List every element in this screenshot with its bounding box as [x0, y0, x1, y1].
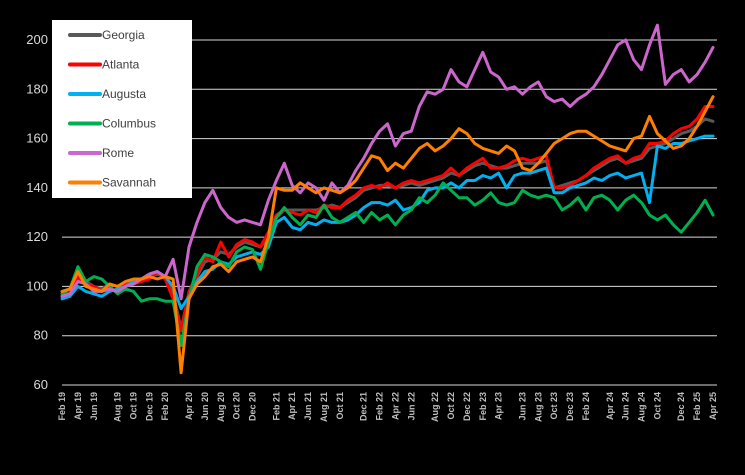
series-line-augusta — [60, 134, 715, 311]
y-tick-label: 80 — [34, 328, 48, 343]
y-tick-label: 60 — [34, 377, 48, 392]
y-tick-label: 200 — [26, 32, 48, 47]
x-tick-label: Aug 22 — [430, 392, 440, 422]
x-tick-label: Feb 19 — [57, 392, 67, 421]
x-tick-label: Aug 21 — [319, 392, 329, 422]
x-tick-label: Oct 20 — [232, 392, 242, 420]
x-tick-label: Dec 21 — [359, 392, 369, 421]
y-tick-label: 160 — [26, 131, 48, 146]
x-tick-label: Oct 19 — [128, 392, 138, 420]
x-tick-label: Aug 23 — [533, 392, 543, 422]
x-tick-label: Feb 22 — [375, 392, 385, 421]
y-axis-ticks: 60 80 100 120 140 160 180 200 — [26, 32, 48, 392]
series-lines — [60, 23, 715, 375]
x-tick-label: Dec 24 — [676, 392, 686, 421]
x-tick-label: Dec 23 — [565, 392, 575, 421]
x-tick-label: Jun 19 — [89, 392, 99, 421]
x-tick-label: Jun 21 — [303, 392, 313, 421]
y-tick-label: 140 — [26, 180, 48, 195]
x-tick-label: Feb 25 — [692, 392, 702, 421]
x-axis-ticks: Feb 19 Apr 19 Jun 19 Aug 19 Oct 19 Dec 19 Feb … — [57, 392, 718, 422]
x-tick-label: Feb 24 — [581, 392, 591, 421]
x-tick-label: Jun 23 — [517, 392, 527, 421]
x-tick-label: Apr 24 — [605, 392, 615, 420]
legend: Georgia Atlanta Augusta Columbus Rome Savanna… — [52, 20, 192, 198]
legend-label-columbus: Columbus — [102, 117, 156, 131]
x-tick-label: Dec 20 — [248, 392, 258, 421]
series-line-georgia — [60, 117, 715, 330]
x-tick-label: Feb 21 — [271, 392, 281, 421]
x-tick-label: Dec 19 — [144, 392, 154, 421]
legend-label-atlanta: Atlanta — [102, 58, 140, 72]
x-tick-label: Oct 21 — [335, 392, 345, 420]
legend-label-savannah: Savannah — [102, 176, 156, 190]
x-tick-label: Oct 24 — [652, 392, 662, 420]
series-line-savannah — [60, 95, 715, 375]
x-tick-label: Aug 19 — [113, 392, 123, 422]
series-line-rome — [60, 23, 715, 301]
legend-label-georgia: Georgia — [102, 28, 145, 42]
x-tick-label: Apr 19 — [73, 392, 83, 420]
x-tick-label: Dec 22 — [462, 392, 472, 421]
x-tick-label: Apr 25 — [708, 392, 718, 420]
legend-label-augusta: Augusta — [102, 87, 146, 101]
y-tick-label: 100 — [26, 278, 48, 293]
x-tick-label: Oct 23 — [549, 392, 559, 420]
x-tick-label: Jun 22 — [406, 392, 416, 421]
y-tick-label: 120 — [26, 229, 48, 244]
legend-label-rome: Rome — [102, 146, 134, 160]
legend-box — [52, 20, 192, 198]
series-line-atlanta — [60, 105, 715, 333]
x-tick-label: Oct 22 — [446, 392, 456, 420]
x-tick-label: Aug 24 — [637, 392, 647, 422]
x-tick-label: Feb 23 — [478, 392, 488, 421]
x-tick-label: Jun 24 — [621, 392, 631, 421]
x-tick-label: Apr 22 — [390, 392, 400, 420]
series-line-columbus — [60, 181, 715, 348]
x-tick-label: Feb 20 — [160, 392, 170, 421]
y-tick-label: 180 — [26, 81, 48, 96]
x-tick-label: Apr 23 — [494, 392, 504, 420]
x-tick-label: Apr 20 — [184, 392, 194, 420]
x-tick-label: Aug 20 — [216, 392, 226, 422]
x-tick-label: Apr 21 — [287, 392, 297, 420]
x-tick-label: Jun 20 — [200, 392, 210, 421]
